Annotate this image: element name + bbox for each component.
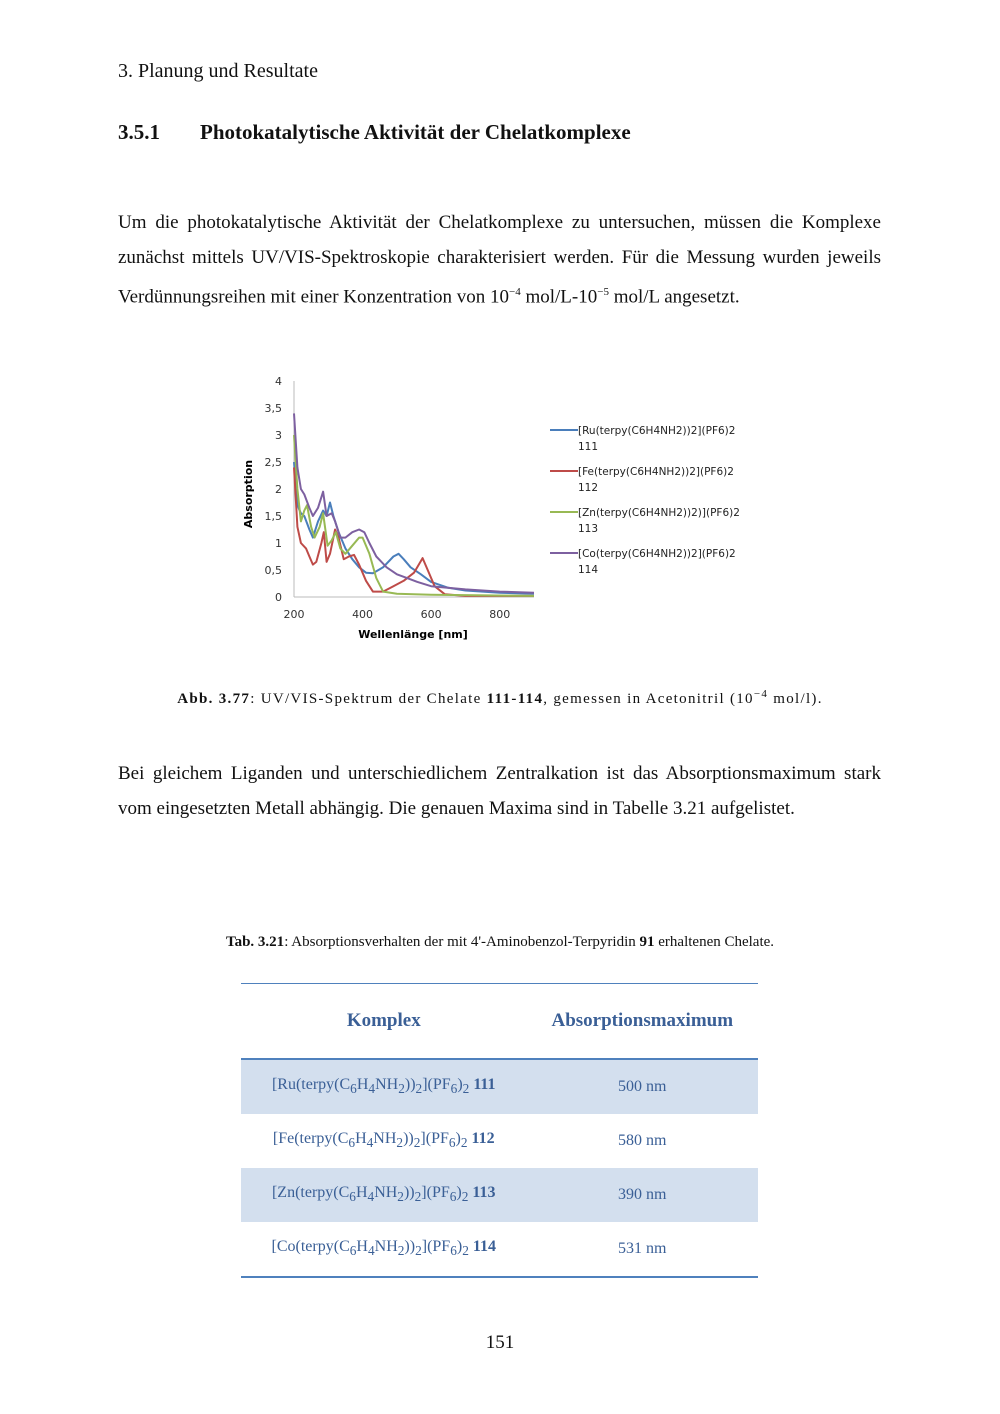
compound-id: 111 [473,1076,496,1094]
text: mol/L-10 [520,286,598,308]
x-tick-label: 600 [421,608,442,621]
legend-entry-id: 112 [578,482,598,494]
complex-cell: [Fe(terpy(C6H4NH2))2](PF6)2 112 [272,1130,495,1151]
paragraph-intro: Um die photokatalytische Aktivität der C… [118,205,881,314]
legend-entry-id: 114 [578,564,598,576]
series-line-ru [293,461,535,595]
table-header-row: Komplex Absorptionsmaximum [241,983,758,1060]
caption-label: Abb. 3.77 [177,691,251,707]
absorption-table: Komplex Absorptionsmaximum [Ru(terpy(C6H… [241,983,758,1278]
running-header: 3. Planung und Resultate [118,60,318,82]
section-heading: 3.5.1 Photokatalytische Aktivität der Che… [118,120,631,145]
compound-ids: 111-114 [486,691,544,707]
y-tick-label: 2 [275,483,282,496]
text: Um die photokatalytische Aktivität der C… [118,212,881,308]
table-row: [Zn(terpy(C6H4NH2))2](PF6)2 113 390 nm [241,1168,758,1222]
x-tick-label: 400 [352,608,373,621]
y-axis-label: Absorption [242,460,255,528]
exponent: −4 [753,688,769,700]
y-tick-label: 1,5 [265,510,283,523]
compound-id: 112 [471,1130,495,1148]
complex-cell: [Co(terpy(C6H4NH2))2](PF6)2 114 [241,1222,527,1278]
metal: Co [276,1238,296,1256]
y-tick-label: 0,5 [265,564,283,577]
table-row: [Co(terpy(C6H4NH2))2](PF6)2 114 531 nm [241,1222,758,1278]
y-tick-label: 1 [275,537,282,550]
figure-caption: Abb. 3.77: UV/VIS-Spektrum der Chelate 1… [0,688,1000,708]
series-line-fe [293,467,534,597]
complex-cell: [Zn(terpy(C6H4NH2))2](PF6)2 113 [241,1168,527,1222]
header-komplex: Komplex [241,983,527,1060]
uv-vis-chart: 0 0,5 1 1,5 2 2,5 3 3,5 4 200 400 600 800 [Ru(terpy(… [242,375,740,641]
series-line-co [293,413,535,594]
text: mol/l). [768,691,823,707]
max-cell: 500 nm [526,1059,758,1114]
x-tick-label: 800 [489,608,510,621]
x-tick-label: 200 [284,608,305,621]
legend-entry-id: 113 [578,523,598,535]
x-axis-label: Wellenlänge [nm] [358,628,468,641]
metal: Ru [277,1076,296,1094]
text: : UV/VIS-Spektrum der Chelate [250,691,487,707]
paragraph-maxima: Bei gleichem Liganden und unterschiedlic… [118,763,881,819]
y-tick-label: 0 [275,591,282,604]
legend-entry: [Ru(terpy(C6H4NH2))2](PF6)2 [578,425,735,437]
table-row: [Ru(terpy(C6H4NH2))2](PF6)2 111 500 nm [241,1059,758,1114]
table-row: [Fe(terpy(C6H4NH2))2](PF6)2 112 580 nm [241,1114,758,1168]
metal: Fe [278,1130,295,1148]
text: mol/L angesetzt. [608,286,740,308]
metal: Zn [277,1184,296,1202]
page-number: 151 [485,1332,515,1353]
text: erhaltenen Chelate. [654,934,775,950]
compound-id: 114 [472,1238,496,1256]
header-absorptionsmaximum: Absorptionsmaximum [526,983,758,1060]
max-cell: 580 nm [618,1132,667,1149]
y-tick-label: 2,5 [265,456,283,469]
legend-entry: [Zn(terpy(C6H4NH2))2)](PF6)2 [578,507,740,519]
compound-id: 113 [472,1184,496,1202]
legend-entry: [Fe(terpy(C6H4NH2))2](PF6)2 [578,466,734,478]
section-title: Photokatalytische Aktivität der Chelatko… [200,120,631,144]
text: : Absorptionsverhalten der mit 4'-Aminob… [284,934,640,950]
y-tick-label: 3 [275,429,282,442]
section-number: 3.5.1 [118,120,160,144]
legend-entry: [Co(terpy(C6H4NH2))2](PF6)2 [578,548,736,560]
exponent: −5 [597,286,609,298]
text: , gemessen in Acetonitril (10 [543,691,754,707]
compound-id: 91 [639,934,655,950]
caption-label: Tab. 3.21 [225,934,285,950]
table-caption: Tab. 3.21: Absorptionsverhalten der mit … [0,934,1000,951]
complex-cell: [Ru(terpy(C6H4NH2))2](PF6)2 111 [241,1059,527,1114]
legend-entry-id: 111 [578,441,598,453]
exponent: −4 [508,286,521,298]
series-line-zn [293,434,535,597]
y-tick-label: 4 [275,375,282,388]
max-cell: 531 nm [526,1222,758,1278]
y-tick-label: 3,5 [265,402,283,415]
max-cell: 390 nm [526,1168,758,1222]
